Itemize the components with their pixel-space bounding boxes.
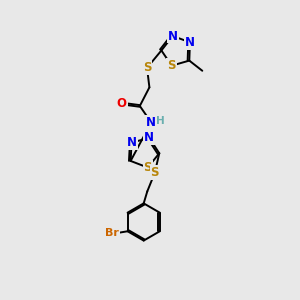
Text: S: S — [143, 61, 151, 74]
Text: N: N — [185, 36, 195, 49]
Text: N: N — [127, 136, 136, 149]
Text: O: O — [117, 97, 127, 110]
Text: N: N — [168, 29, 178, 43]
Text: N: N — [144, 131, 154, 144]
Text: S: S — [167, 59, 176, 72]
Text: S: S — [151, 166, 159, 179]
Text: S: S — [143, 161, 152, 174]
Text: N: N — [146, 116, 156, 129]
Text: Br: Br — [105, 228, 119, 238]
Text: H: H — [156, 116, 165, 126]
